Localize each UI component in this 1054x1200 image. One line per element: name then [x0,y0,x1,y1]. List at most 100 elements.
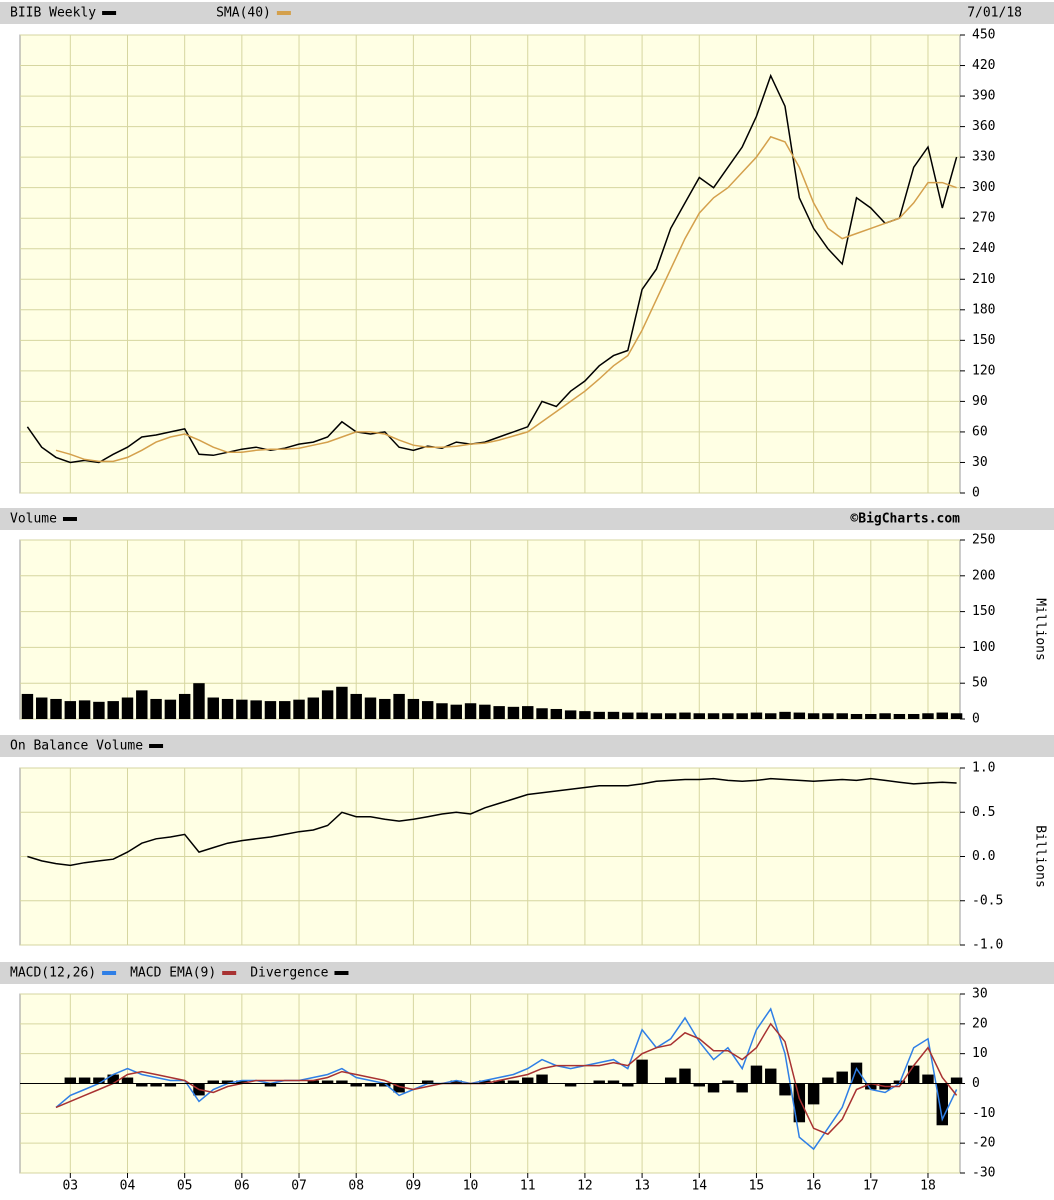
bar [522,706,534,719]
bar [50,698,62,719]
bar [536,1074,548,1084]
bar [736,713,748,719]
bar [793,712,806,719]
bar [507,1080,520,1084]
legend-label: BIIB Weekly [10,6,96,21]
bar [279,701,291,719]
bar [407,698,420,719]
source-note: ©BigCharts.com [850,512,960,527]
bar [707,713,720,719]
bar [93,701,105,719]
y-tick-label: 0.0 [972,849,995,864]
bar [307,697,320,719]
y-tick-label: 420 [972,58,995,73]
bar [622,1083,634,1087]
y-tick-label: -0.5 [972,893,1003,908]
x-tick-label: 16 [806,1179,822,1194]
y-tick-label: 0 [972,712,980,727]
bar [78,700,91,719]
x-tick-label: 03 [62,1179,78,1194]
legend-swatch [334,971,349,975]
bar [250,700,262,719]
bar [922,713,934,719]
bar [865,1083,877,1090]
bar [693,713,705,719]
bar [379,1083,391,1087]
legend-label: MACD EMA(9) [130,966,216,981]
bar [464,703,477,719]
bar [164,699,177,719]
bar [579,711,591,719]
y-tick-label: 200 [972,568,995,583]
legend-label: On Balance Volume [10,739,143,754]
y-tick-label: -30 [972,1166,995,1181]
y-tick-label: 0 [972,486,980,501]
bar [178,693,191,719]
bar [879,713,891,719]
bar [293,699,305,719]
bar [865,713,877,719]
bar [950,1077,963,1084]
bar [593,1080,605,1084]
panel-header [0,962,1054,984]
bar [893,713,906,719]
bar [493,706,505,719]
bar [393,693,405,719]
bar [850,713,863,719]
y-tick-label: 250 [972,533,995,548]
bar [765,713,777,719]
bar [750,1065,763,1084]
bar [78,1077,91,1084]
bar [550,708,563,719]
bar [393,1083,405,1093]
bar [807,713,820,719]
bar [636,1059,648,1084]
bar [207,1080,219,1084]
bar [622,712,634,719]
bar [236,1080,248,1084]
bar [36,697,48,719]
bar [907,713,920,719]
y-tick-label: 180 [972,302,995,317]
bar [607,711,620,719]
bar [264,1083,277,1087]
bar [807,1083,820,1105]
legend-label: SMA(40) [216,6,271,21]
y-tick-label: 210 [972,272,995,287]
y-tick-label: 20 [972,1016,988,1031]
x-tick-label: 15 [749,1179,765,1194]
bar [164,1083,177,1087]
bar [607,1080,620,1084]
bar [207,697,219,719]
x-tick-label: 07 [291,1179,307,1194]
series-line [55,135,957,463]
y-tick-label: 30 [972,455,988,470]
legend-swatch [149,744,164,748]
bar [236,699,248,719]
bar [722,713,734,719]
bar [350,1083,362,1087]
series-line [26,73,958,464]
bar [679,712,691,719]
series-line [55,1022,958,1136]
y-tick-label: 120 [972,363,995,378]
series-line [55,1007,958,1151]
bar [450,1080,462,1084]
bar [350,693,362,719]
bar [765,1068,777,1084]
bar [379,698,391,719]
bar [107,701,119,719]
bar [693,1083,705,1087]
bar [364,697,377,719]
y-tick-label: 330 [972,150,995,165]
plot-area [19,34,961,494]
bar [136,1083,148,1087]
y-tick-label: 150 [972,333,995,348]
bar [936,712,948,719]
bar [507,706,520,719]
bar [150,698,162,719]
bar [679,1068,691,1084]
legend-swatch [276,11,291,15]
bar [436,703,448,719]
